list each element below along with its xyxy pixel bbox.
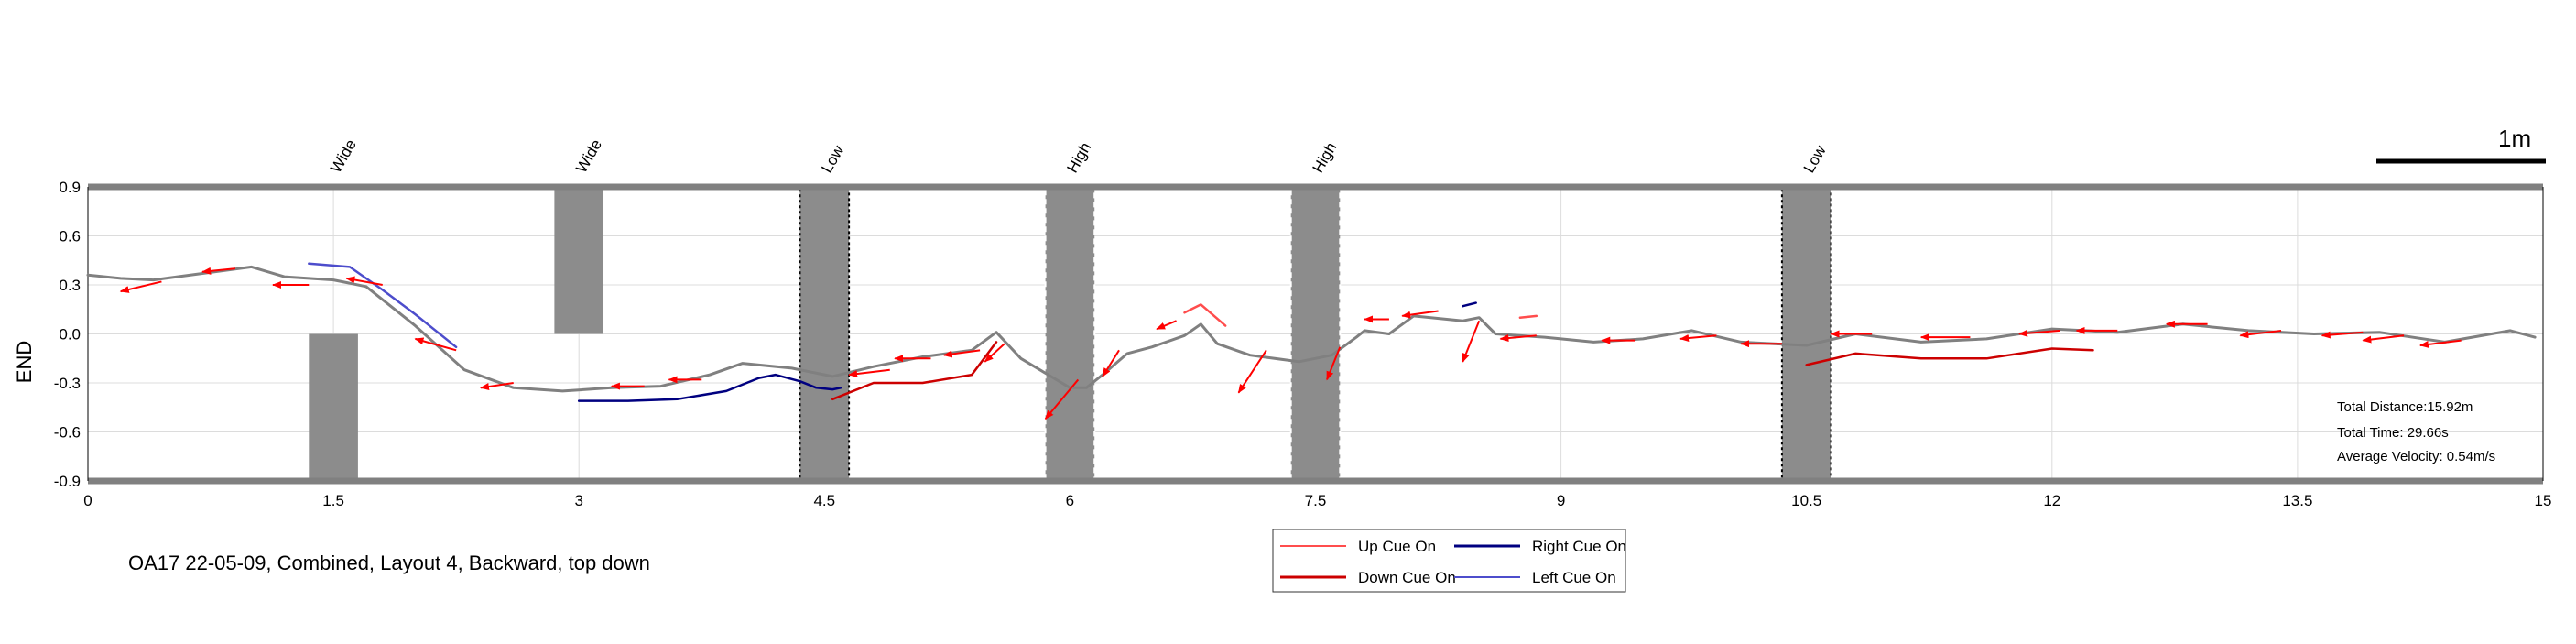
cue-arrow xyxy=(1102,349,1120,377)
cue-arrow xyxy=(345,276,383,286)
x-tick-label: 4.5 xyxy=(813,492,835,509)
chart-title: OA17 22-05-09, Combined, Layout 4, Backw… xyxy=(128,551,650,574)
trajectory-series xyxy=(86,262,2537,402)
cue-arrow xyxy=(2018,329,2060,337)
x-tick-label: 3 xyxy=(574,492,582,509)
stat-total-time: Total Time: 29.66s xyxy=(2337,425,2449,441)
obstacle-low xyxy=(799,186,851,482)
trajectory-line xyxy=(577,373,842,402)
obstacle-high xyxy=(1044,186,1096,482)
cue-arrows xyxy=(119,267,2462,420)
scale-bar: 1m xyxy=(2376,125,2546,164)
y-tick-label: -0.9 xyxy=(54,473,81,490)
trajectory-line xyxy=(308,262,458,349)
obstacle-label: Low xyxy=(1800,142,1830,176)
cue-arrow xyxy=(479,382,514,390)
obstacle-low xyxy=(1780,186,1832,482)
cue-arrow xyxy=(2321,331,2364,339)
x-tick-label: 12 xyxy=(2043,492,2060,509)
cue-arrow xyxy=(2418,339,2462,348)
cue-arrow xyxy=(414,337,457,352)
cue-arrow xyxy=(848,368,890,377)
y-tick-label: 0.3 xyxy=(59,277,81,294)
legend-left-cue: Left Cue On xyxy=(1532,569,1616,586)
x-tick-label: 1.5 xyxy=(322,492,344,509)
legend-up-cue: Up Cue On xyxy=(1358,538,1436,555)
y-tick-label: 0.6 xyxy=(59,228,81,246)
stat-average-velocity: Average Velocity: 0.54m/s xyxy=(2337,449,2495,464)
obstacle-label: Low xyxy=(818,142,847,176)
cue-arrow xyxy=(1326,346,1342,381)
y-tick-label: 0.0 xyxy=(59,326,81,344)
cue-arrow xyxy=(2362,334,2405,344)
trajectory-line xyxy=(1462,301,1477,308)
stats-block: Total Distance:15.92m Total Time: 29.66s… xyxy=(2337,399,2495,464)
axes xyxy=(87,183,2544,485)
cue-arrow xyxy=(1679,334,1717,343)
cue-arrow xyxy=(1499,334,1537,343)
x-tick-label: 10.5 xyxy=(1791,492,1821,509)
legend-down-cue: Down Cue On xyxy=(1358,569,1456,586)
obstacle-label: High xyxy=(1310,139,1341,176)
x-tick-label: 7.5 xyxy=(1305,492,1327,509)
y-tick-label: -0.3 xyxy=(54,375,81,392)
tick-labels: 0 1.5 3 4.5 6 7.5 9 10.5 12 13.5 15 -0.9 -0.6 -0.3 0.0… xyxy=(54,179,2552,509)
cue-arrow xyxy=(201,267,235,275)
trajectory-line xyxy=(1518,314,1538,319)
trajectory-line xyxy=(1805,347,2094,366)
legend-box xyxy=(1272,529,1626,593)
y-tick-label: -0.6 xyxy=(54,424,81,442)
x-tick-label: 0 xyxy=(83,492,92,509)
cue-arrow xyxy=(2239,329,2282,339)
x-tick-label: 13.5 xyxy=(2282,492,2312,509)
scale-bar-label: 1m xyxy=(2498,125,2531,152)
y-tick-label: 0.9 xyxy=(59,179,81,196)
obstacle-wide xyxy=(554,187,604,334)
trajectory-line xyxy=(1183,303,1227,327)
cue-arrow xyxy=(942,349,981,358)
obstacle-label: High xyxy=(1063,139,1094,176)
cue-arrow xyxy=(119,280,162,293)
cue-arrow xyxy=(1044,378,1080,420)
x-tick-label: 15 xyxy=(2535,492,2552,509)
cue-arrow xyxy=(1156,320,1177,331)
legend: Up Cue On Right Cue On Down Cue On Left … xyxy=(1272,529,1626,593)
stat-total-distance: Total Distance:15.92m xyxy=(2337,399,2473,415)
obstacle-wide xyxy=(309,333,358,481)
y-axis-label: END xyxy=(13,341,36,383)
obstacle-high xyxy=(1289,186,1342,482)
obstacle-label: Wide xyxy=(572,136,605,176)
cue-arrow xyxy=(1237,349,1267,394)
trajectory-line xyxy=(86,265,2537,393)
legend-right-cue: Right Cue On xyxy=(1532,538,1626,555)
cue-arrow xyxy=(1462,320,1481,363)
x-tick-label: 9 xyxy=(1557,492,1565,509)
trajectory-line xyxy=(831,341,998,401)
cue-arrow xyxy=(984,343,1005,363)
x-tick-label: 6 xyxy=(1066,492,1074,509)
cue-arrow xyxy=(1401,310,1439,319)
obstacle-label: Wide xyxy=(327,136,360,176)
